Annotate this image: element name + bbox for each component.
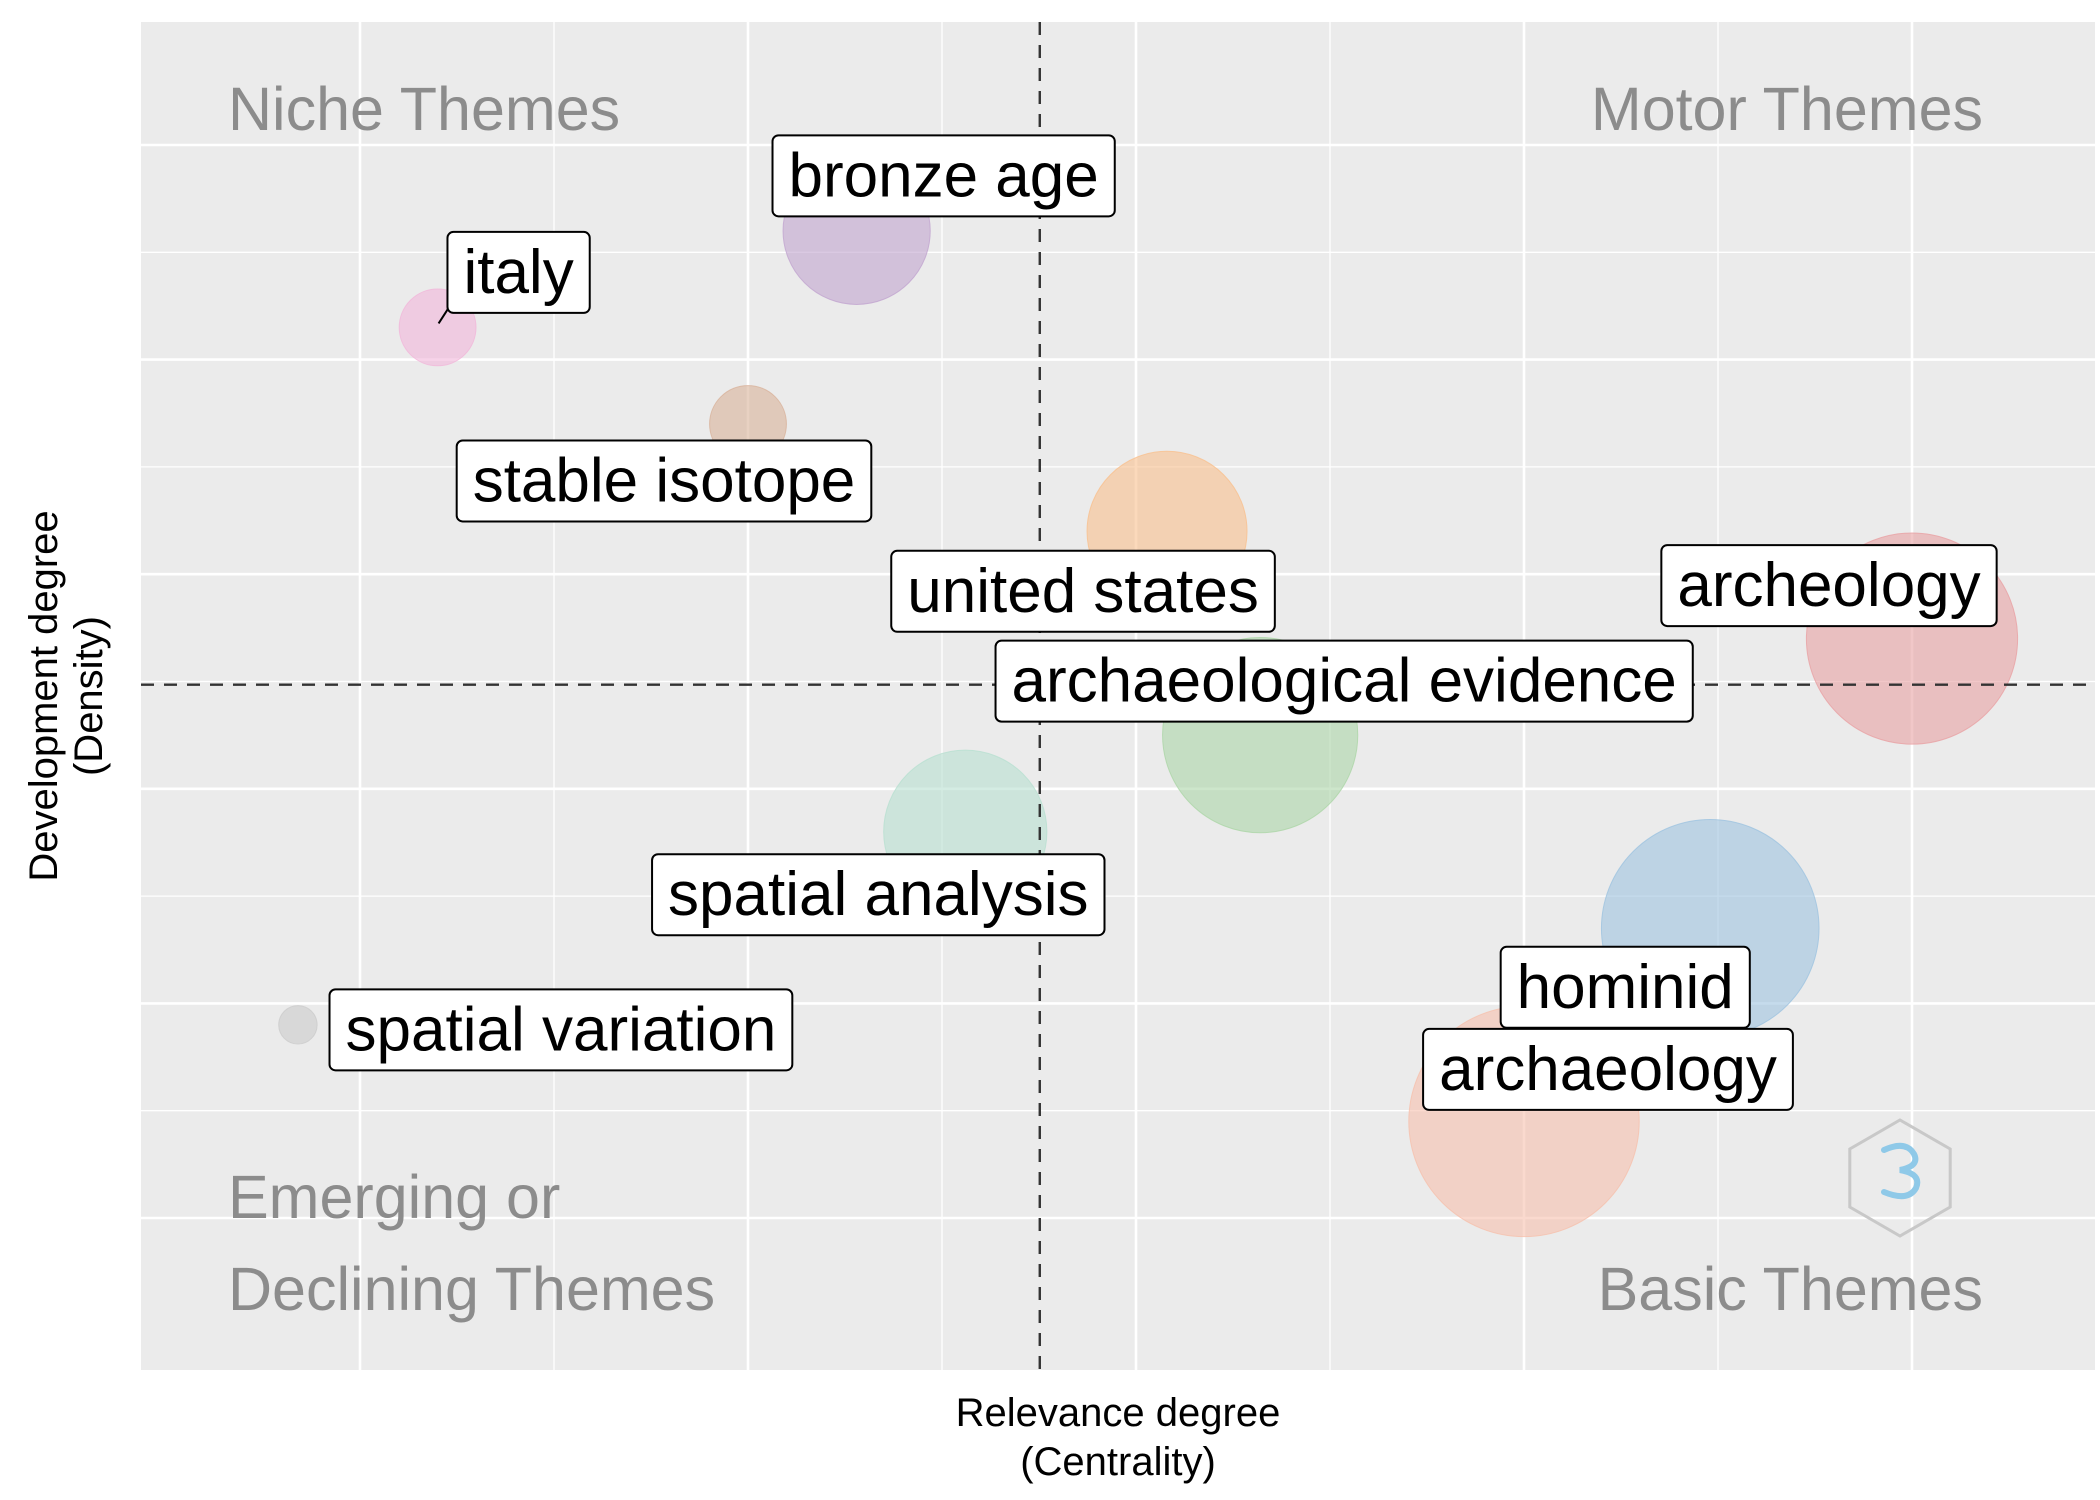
logo-mark [1881,1142,1921,1200]
bubble-label: archaeology [1439,1035,1777,1104]
quadrant-labels: Niche Themes Motor Themes Emerging or Decli… [228,75,1983,1323]
quadrant-label-basic-line: Basic Themes [1598,1255,1983,1323]
bubble-label-box [771,134,1116,218]
bubble-label-box [455,439,873,523]
bibliometrix-logo-icon [1848,1118,1952,1238]
quadrant-label-motor-line: Motor Themes [1591,75,1983,143]
quadrant-label-emerging-line: Emerging or [228,1163,560,1231]
quadrant-label-niche: Niche Themes [228,75,620,143]
bubble-label: bronze age [789,141,1099,210]
bubble-label-box [446,230,591,314]
bubble-label: spatial analysis [668,860,1088,929]
bubble-label: united states [907,557,1259,626]
quadrant-label-niche-line: Niche Themes [228,75,620,143]
logo-hexagon [1848,1118,1952,1238]
bubble-label: spatial variation [346,995,777,1064]
y-axis-title: Development degree(Density) [22,510,111,881]
quadrant-label-emerging-line: Declining Themes [228,1255,715,1323]
bubble-label: hominid [1517,953,1734,1022]
axis-titles: Relevance degree (Centrality) Development … [22,510,1280,1484]
bubble-label-box [1660,544,1998,628]
y-axis-title-line: Development degree [22,510,66,881]
bubble-label: archaeological evidence [1012,647,1677,716]
bubble-label: italy [463,238,573,307]
bubble-label-box [1422,1027,1794,1111]
quadrant-label-motor: Motor Themes [1591,75,1983,143]
bubble-point [278,1005,318,1045]
bubble-label-box [994,639,1694,723]
bubble-label-box [651,853,1106,937]
bubble-labels: bronze age italy stable isotope united stat… [328,134,1998,1111]
bubble-label: stable isotope [473,446,856,515]
quadrant-label-basic: Basic Themes [1598,1255,1983,1323]
y-axis-title-line: (Density) [67,616,111,776]
quadrant-label-emerging: Emerging or Declining Themes [228,1163,715,1323]
x-axis-title-line: Relevance degree [956,1391,1281,1435]
bubble-label-box [1499,945,1751,1029]
x-axis-title-line: (Centrality) [1020,1440,1216,1484]
bubble-label-box [328,988,794,1072]
bubble-label: archeology [1677,551,1980,620]
bubble-label-box [890,549,1276,633]
x-axis-title: Relevance degree (Centrality) [956,1391,1281,1484]
